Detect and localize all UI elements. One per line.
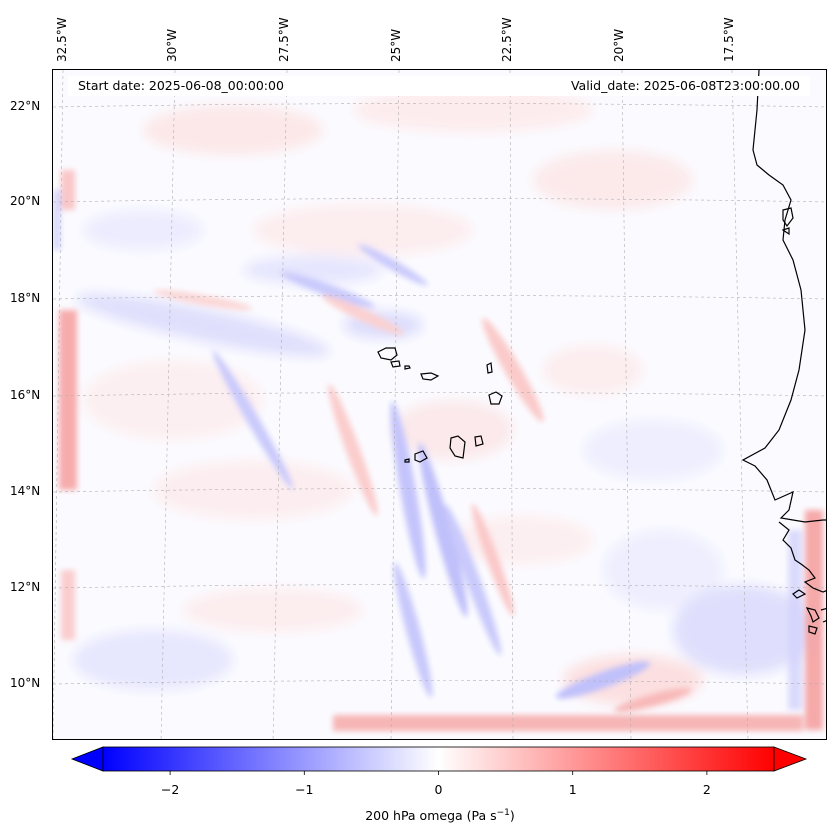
colorbar xyxy=(70,746,808,775)
lat-label-14n: 14°N xyxy=(10,484,41,498)
lon-label-27-5w: 27.5°W xyxy=(277,17,291,62)
date-info-bar: Start date: 2025-06-08_00:00:00 Valid_da… xyxy=(68,76,810,96)
lat-label-18n: 18°N xyxy=(10,291,41,305)
colorbar-tick-label: 1 xyxy=(568,782,577,797)
omega-soft-patches xyxy=(73,88,813,705)
lon-label-32-5w: 32.5°W xyxy=(55,17,69,62)
lon-label-20w: 20°W xyxy=(612,28,626,62)
colorbar-title: 200 hPa omega (Pa s−1) xyxy=(365,808,515,823)
colorbar-tick-label: −2 xyxy=(160,782,180,797)
lat-label-10n: 10°N xyxy=(10,676,41,690)
colorbar-gradient xyxy=(102,746,775,772)
lon-label-30w: 30°W xyxy=(165,28,179,62)
cape-verde-islands xyxy=(377,347,503,463)
omega-edge-bands xyxy=(53,170,823,731)
lon-label-22-5w: 22.5°W xyxy=(500,17,514,62)
colorbar-tick-label: 2 xyxy=(702,782,711,797)
lon-label-25w: 25°W xyxy=(389,28,403,62)
lon-label-17-5w: 17.5°W xyxy=(722,17,736,62)
lat-label-16n: 16°N xyxy=(10,388,41,402)
lat-label-20n: 20°N xyxy=(10,194,41,208)
lat-label-22n: 22°N xyxy=(10,99,41,113)
valid-date-label: Valid_date: 2025-06-08T23:00:00.00 xyxy=(570,78,800,93)
colorbar-extend-high xyxy=(773,746,808,772)
map-panel xyxy=(52,69,827,740)
omega-field-map xyxy=(53,70,826,739)
colorbar-extend-low xyxy=(70,746,104,772)
coastlines xyxy=(741,70,826,635)
colorbar-title-close: ) xyxy=(509,808,515,824)
colorbar-tick-label: −1 xyxy=(295,782,314,797)
colorbar-tick-label: 0 xyxy=(434,782,443,797)
start-date-label: Start date: 2025-06-08_00:00:00 xyxy=(78,78,284,93)
omega-streaks xyxy=(153,244,692,712)
lat-label-12n: 12°N xyxy=(10,580,41,594)
gridlines xyxy=(53,70,826,739)
colorbar-title-exponent: −1 xyxy=(496,808,510,818)
colorbar-title-main: 200 hPa omega (Pa s xyxy=(365,808,497,824)
colorbar-ticks xyxy=(169,771,708,775)
